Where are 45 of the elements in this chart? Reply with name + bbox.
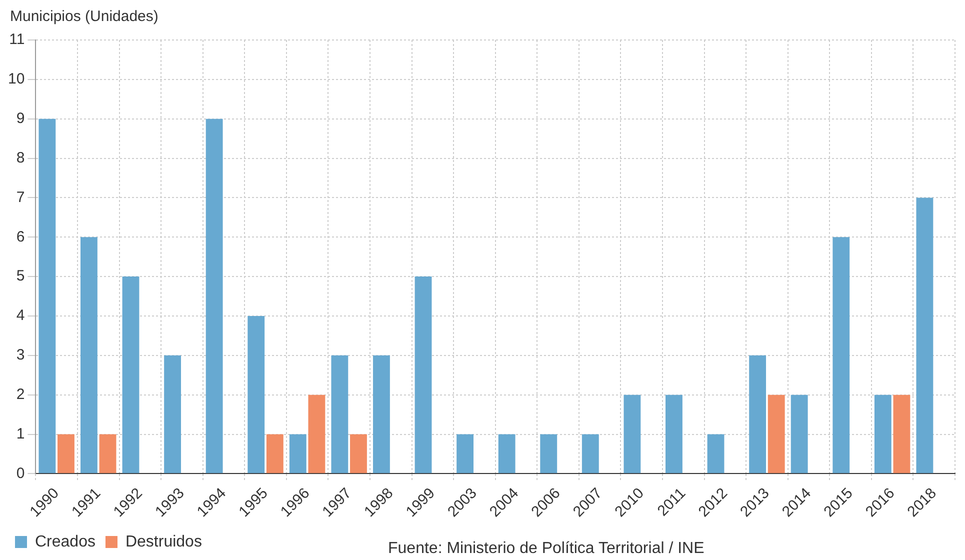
bar [164,355,181,474]
bar [266,434,284,474]
y-tick-label: 1 [16,425,25,442]
bar [373,355,390,474]
y-tick-label: 5 [16,268,25,285]
y-tick-label: 2 [16,386,25,403]
bar [248,316,265,474]
y-axis-title: Municipios (Unidades) [10,8,158,25]
y-tick-label: 10 [8,70,25,88]
bar [38,118,56,474]
bar [832,237,850,474]
y-tick-label: 3 [16,346,25,364]
bar [331,355,348,474]
bar [893,394,910,474]
bar [350,434,367,474]
y-tick-label: 11 [9,31,25,48]
legend-label: Destruidos [125,533,202,550]
bar [414,276,432,474]
bar [289,434,306,474]
bar [308,394,326,474]
bar [666,394,682,474]
bar [707,434,724,474]
bar [874,394,892,474]
y-tick-label: 8 [16,149,25,166]
source-note: Fuente: Ministerio de Política Territorial / INE [388,540,704,558]
legend-label: Creados [35,533,96,550]
bar [582,434,599,474]
bar [540,434,558,474]
bar [80,237,98,474]
bar [122,276,140,474]
bar [624,394,641,474]
bar [58,434,74,474]
bar [768,394,785,474]
y-tick-label: 4 [16,307,25,324]
bar [99,434,116,474]
bar [749,355,766,474]
bar [206,118,223,474]
bar [790,394,808,474]
y-tick-label: 9 [16,110,25,127]
bar [456,434,474,474]
y-tick-label: 7 [16,188,25,206]
bar [498,434,516,474]
y-tick-label: 6 [16,228,25,246]
bar [916,198,934,474]
y-tick-label: 0 [16,464,25,482]
